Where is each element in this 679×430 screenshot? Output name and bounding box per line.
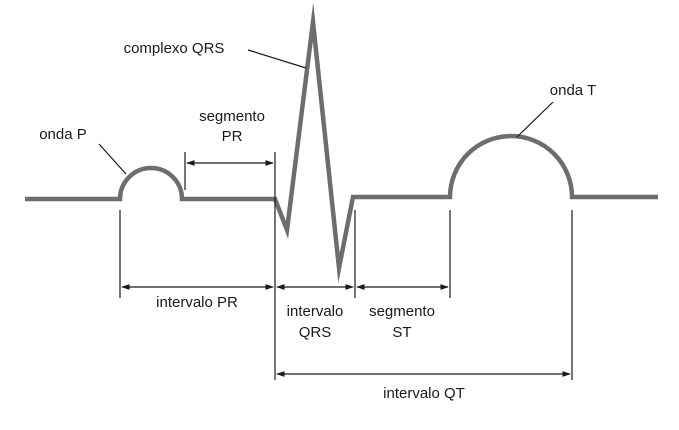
label-segmento-pr-line1: segmento [199,108,265,125]
complexo-qrs-leader [248,50,306,68]
label-onda-p: onda P [39,126,87,143]
onda-t-leader [517,102,553,137]
onda-p-leader [99,144,126,174]
label-complexo-qrs: complexo QRS [124,40,225,57]
label-segmento-pr-line2: PR [222,128,243,145]
label-intervalo-qrs-line1: intervalo [287,303,344,320]
label-segmento-st-line2: ST [392,324,411,341]
label-intervalo-qt: intervalo QT [383,385,465,402]
label-segmento-st-line1: segmento [369,303,435,320]
label-intervalo-qrs-line2: QRS [299,324,332,341]
label-onda-t: onda T [550,82,596,99]
label-intervalo-pr: intervalo PR [156,294,238,311]
